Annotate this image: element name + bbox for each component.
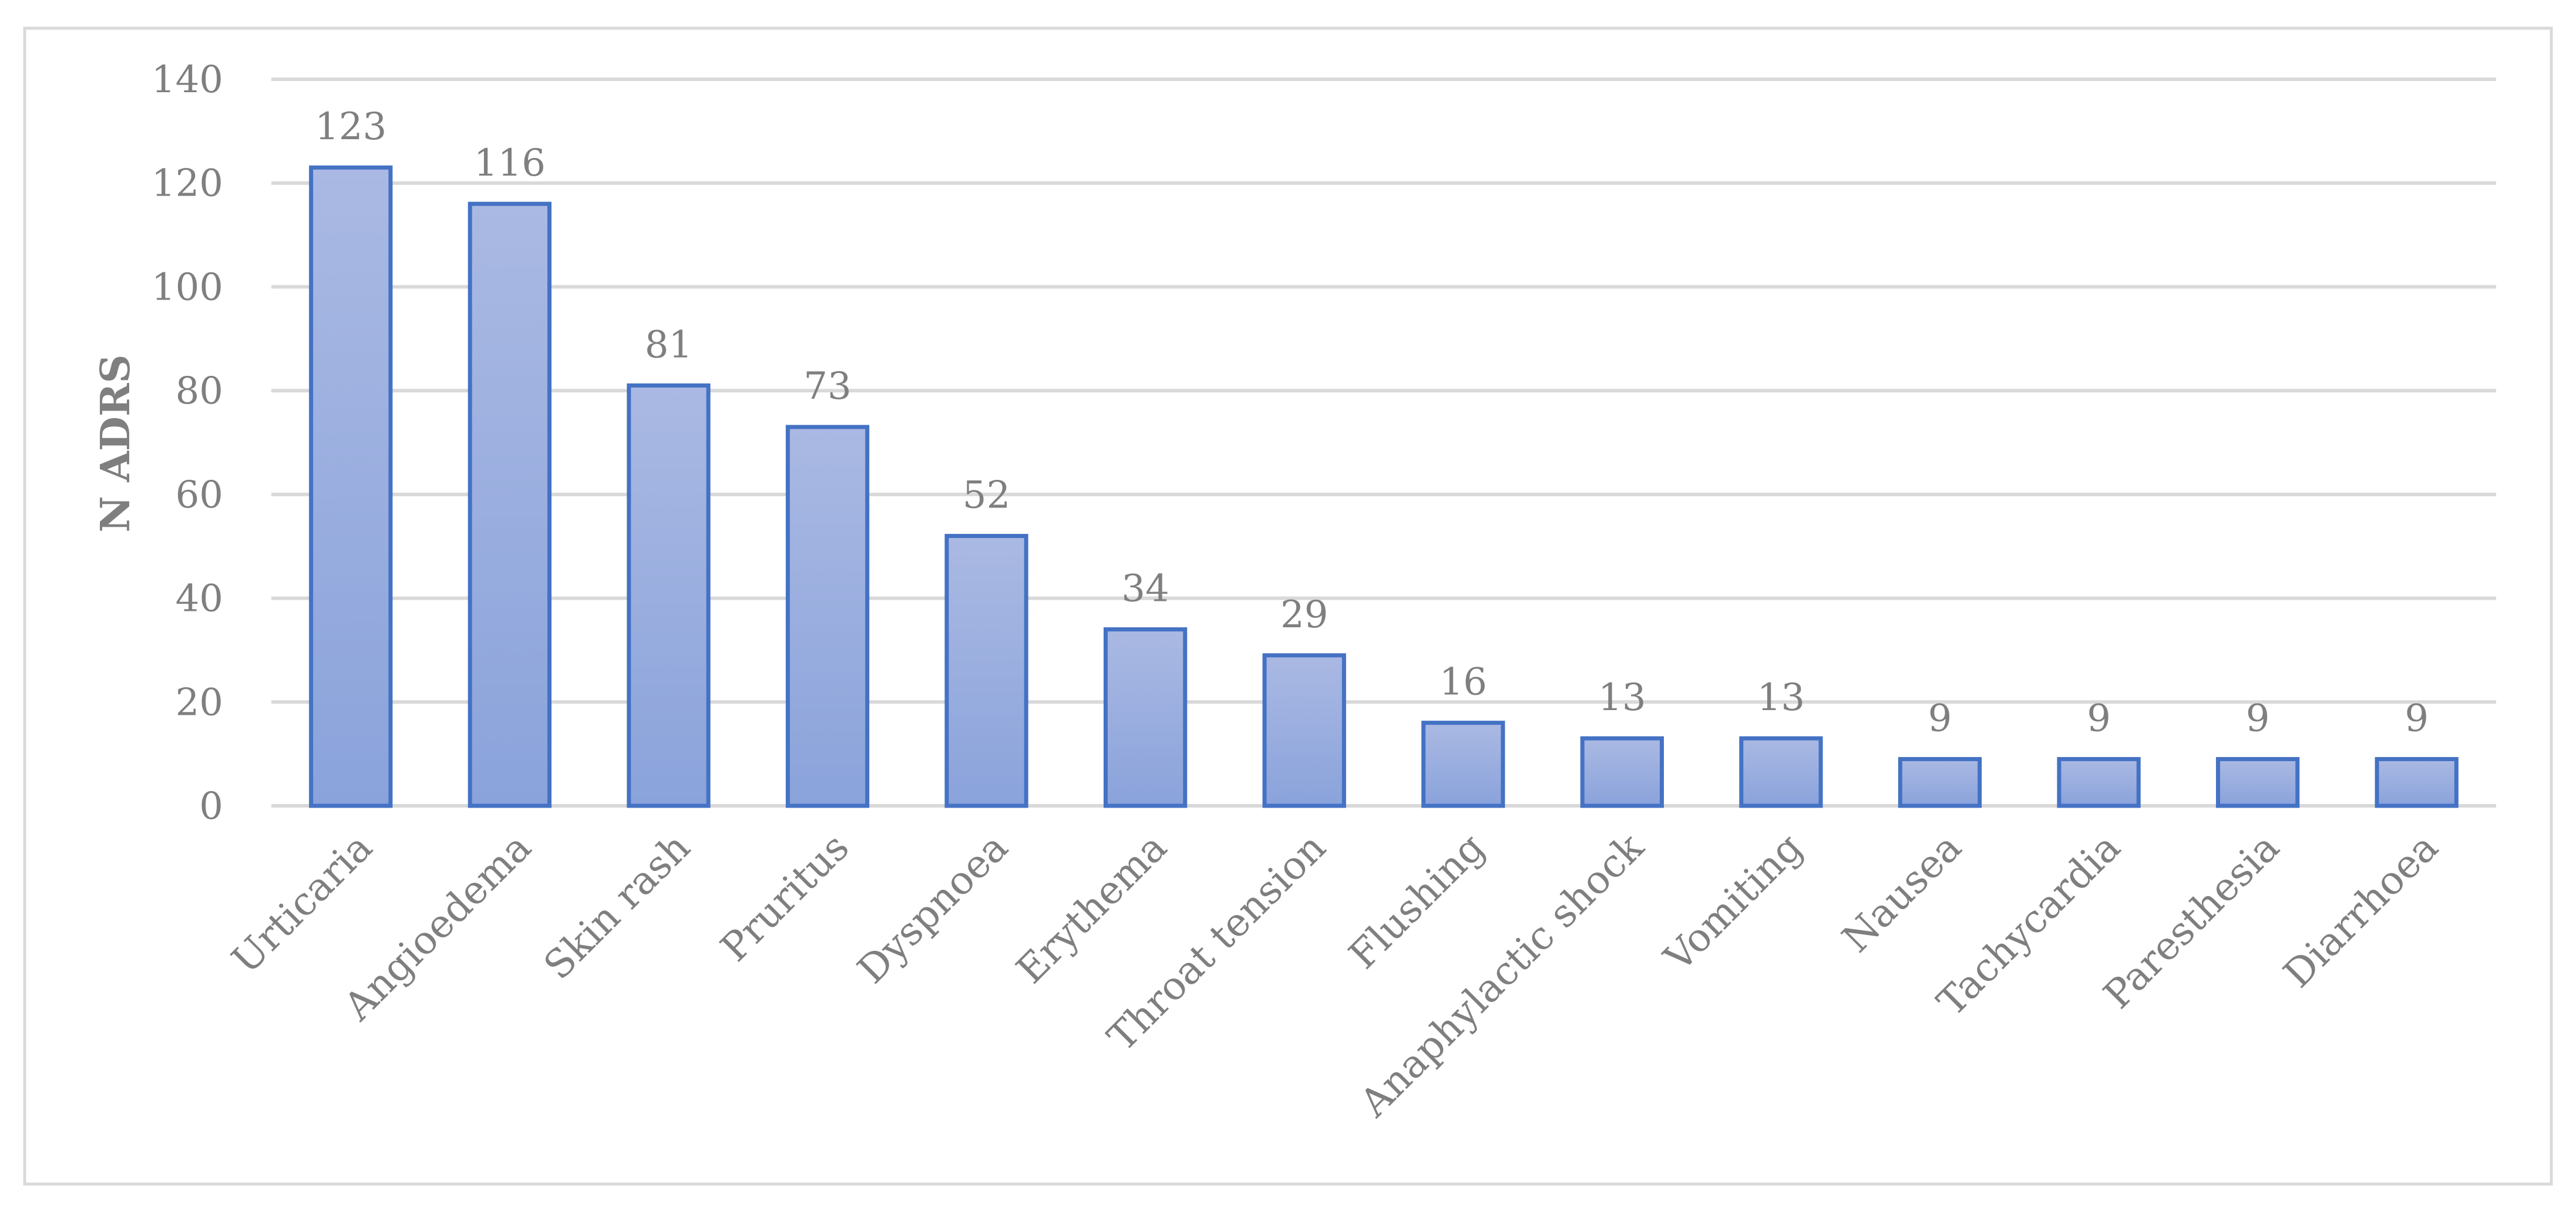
data-label: 29	[1280, 593, 1328, 637]
y-tick-label: 40	[176, 577, 223, 621]
data-label: 16	[1440, 661, 1487, 704]
data-label: 13	[1757, 676, 1805, 719]
bar-erythema	[1104, 627, 1188, 808]
bar-diarrhoea	[2375, 756, 2459, 808]
data-label: 116	[474, 142, 546, 185]
bar-angioedema	[468, 201, 552, 808]
bar-pruritus	[785, 425, 870, 808]
y-tick-label: 20	[176, 681, 223, 724]
bar-nausea	[1898, 756, 1982, 808]
y-axis-ticks: 0 20 40 60 80 100 120 140	[152, 58, 223, 828]
data-label: 9	[1928, 697, 1952, 740]
bar-anaphylactic-shock	[1580, 736, 1664, 808]
bar-skin-rash	[627, 383, 711, 808]
y-tick-label: 80	[176, 369, 223, 413]
bars	[309, 165, 2459, 808]
data-label: 13	[1598, 676, 1646, 719]
data-label: 73	[803, 365, 851, 408]
bar-paresthesia	[2216, 756, 2300, 808]
y-tick-label: 60	[176, 473, 223, 517]
bar-vomiting	[1739, 736, 1823, 808]
chart-frame	[23, 26, 2553, 1186]
y-tick-label: 140	[152, 58, 223, 102]
data-labels: 123 116 81 73 52 34 29 16 13 13 9 9 9 9	[315, 105, 2429, 740]
bar-throat-tension	[1262, 653, 1346, 808]
y-tick-label: 120	[152, 162, 223, 206]
data-label: 81	[645, 323, 692, 366]
data-label: 52	[963, 474, 1010, 517]
data-label: 9	[2246, 697, 2270, 740]
data-label: 34	[1121, 567, 1169, 611]
data-label: 123	[315, 105, 386, 149]
data-label: 9	[2087, 697, 2111, 740]
data-label: 9	[2405, 697, 2429, 740]
bar-flushing	[1421, 721, 1505, 808]
bar-dyspnoea	[944, 534, 1028, 808]
y-axis-label: N ADRS	[92, 354, 139, 532]
y-tick-label: 0	[199, 785, 223, 828]
y-tick-label: 100	[152, 265, 223, 309]
bar-urticaria	[309, 165, 393, 808]
bar-tachycardia	[2057, 756, 2141, 808]
